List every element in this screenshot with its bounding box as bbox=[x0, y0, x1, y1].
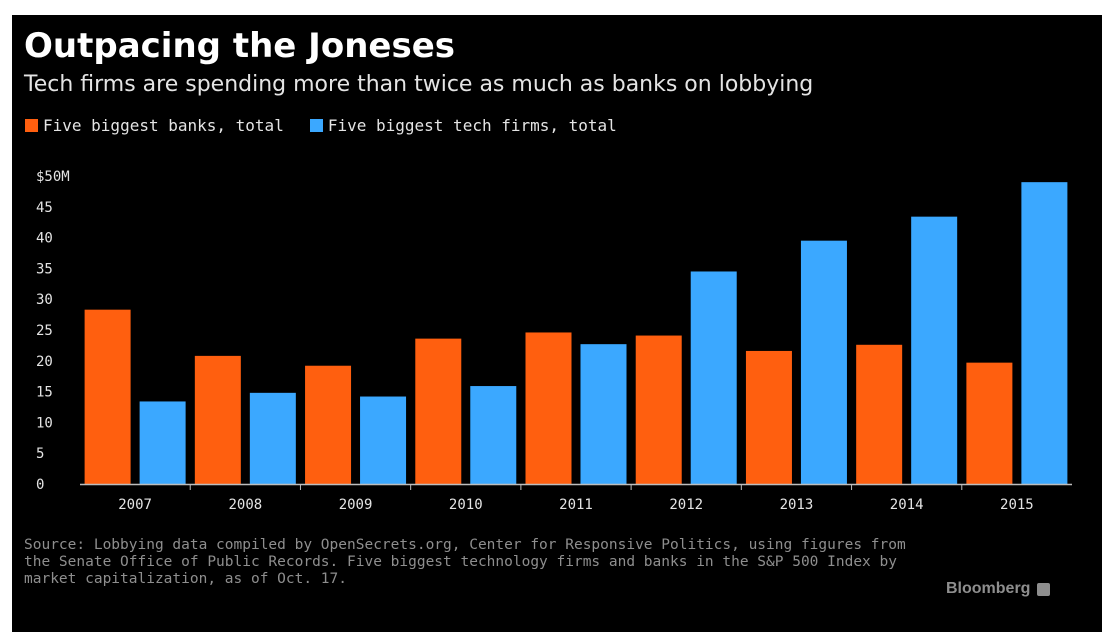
chart-title: Outpacing the Joneses bbox=[24, 26, 455, 66]
brand-logo: Bloomberg bbox=[946, 580, 1051, 598]
x-tick-label: 2014 bbox=[890, 497, 924, 513]
y-tick-label: 35 bbox=[36, 261, 53, 277]
y-tick-label: 30 bbox=[36, 292, 53, 308]
y-tick-label: $50M bbox=[36, 169, 70, 185]
x-tick-label: 2010 bbox=[449, 497, 483, 513]
x-tick-label: 2015 bbox=[1000, 497, 1034, 513]
chart-subtitle: Tech firms are spending more than twice … bbox=[24, 72, 814, 97]
y-tick-label: 20 bbox=[36, 354, 53, 370]
bar-banks bbox=[194, 355, 241, 484]
y-tick-label: 10 bbox=[36, 415, 53, 431]
y-tick-label: 25 bbox=[36, 323, 53, 339]
bar-banks bbox=[635, 335, 682, 484]
legend-label-tech: Five biggest tech firms, total bbox=[327, 116, 617, 135]
brand-name: Bloomberg bbox=[946, 580, 1031, 597]
bar-banks bbox=[84, 309, 131, 484]
bar-tech bbox=[580, 344, 627, 484]
bar-banks bbox=[415, 338, 462, 484]
bar-tech bbox=[690, 271, 737, 484]
y-tick-label: 45 bbox=[36, 200, 53, 216]
x-tick-label: 2011 bbox=[559, 497, 593, 513]
bar-tech bbox=[139, 401, 186, 484]
legend-item-banks: Five biggest banks, total bbox=[25, 116, 284, 135]
bar-tech bbox=[1021, 182, 1068, 484]
x-tick-label: 2007 bbox=[118, 497, 152, 513]
x-tick-label: 2009 bbox=[339, 497, 373, 513]
source-note: Source: Lobbying data compiled by OpenSe… bbox=[24, 537, 906, 587]
legend-item-tech: Five biggest tech firms, total bbox=[309, 116, 617, 135]
bar-banks bbox=[745, 350, 792, 484]
y-tick-label: 0 bbox=[36, 477, 44, 493]
bar-banks bbox=[525, 332, 572, 484]
bar-banks bbox=[856, 344, 903, 484]
x-tick-label: 2008 bbox=[228, 497, 262, 513]
legend-swatch-tech bbox=[309, 119, 323, 132]
legend: Five biggest banks, total Five biggest t… bbox=[25, 116, 643, 135]
bar-tech bbox=[911, 216, 958, 484]
legend-label-banks: Five biggest banks, total bbox=[43, 116, 284, 135]
y-tick-label: 15 bbox=[36, 385, 53, 401]
bar-banks bbox=[305, 365, 352, 484]
bar-banks bbox=[966, 362, 1013, 484]
bloomberg-icon bbox=[1037, 582, 1051, 596]
bar-tech bbox=[470, 386, 517, 484]
legend-swatch-banks bbox=[25, 119, 38, 132]
x-tick-label: 2012 bbox=[669, 497, 703, 513]
y-tick-label: 40 bbox=[36, 231, 53, 247]
bar-tech bbox=[360, 396, 407, 484]
y-tick-label: 5 bbox=[36, 446, 44, 462]
x-tick-label: 2013 bbox=[780, 497, 814, 513]
bar-tech bbox=[800, 240, 847, 484]
bar-tech bbox=[249, 392, 296, 484]
